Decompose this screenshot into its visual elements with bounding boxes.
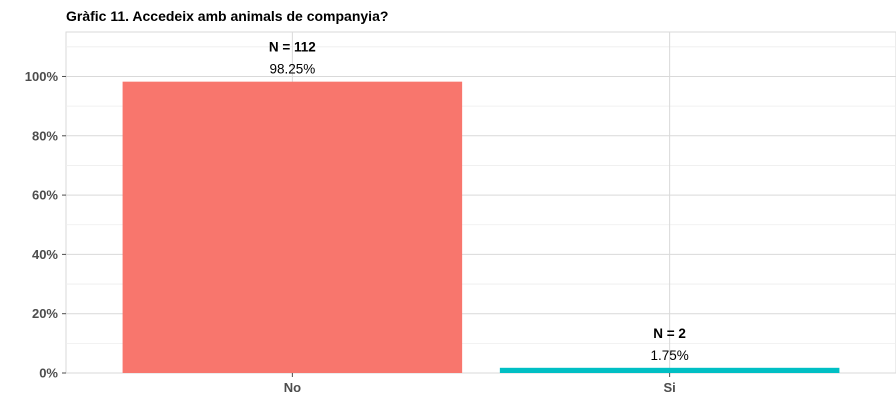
y-tick-label: 0% bbox=[39, 366, 58, 381]
percent-label: 98.25% bbox=[269, 62, 315, 77]
y-tick-label: 100% bbox=[25, 69, 59, 84]
percent-label: 1.75% bbox=[650, 348, 688, 363]
y-tick-label: 40% bbox=[32, 247, 58, 262]
count-label: N = 112 bbox=[269, 40, 316, 55]
y-tick-label: 80% bbox=[32, 128, 58, 143]
bar-no bbox=[122, 81, 463, 373]
data-labels: N = 112 98.25% N = 2 1.75% bbox=[269, 40, 689, 363]
bars bbox=[122, 81, 840, 373]
axes: 0% 20% 40% 60% 80% 100% No Si bbox=[25, 69, 676, 395]
x-tick-label: No bbox=[284, 380, 301, 395]
y-tick-label: 20% bbox=[32, 306, 58, 321]
count-label: N = 2 bbox=[653, 326, 686, 341]
bar-si bbox=[499, 367, 840, 373]
chart-title: Gràfic 11. Accedeix amb animals de compa… bbox=[66, 8, 388, 24]
y-tick-label: 60% bbox=[32, 188, 58, 203]
x-tick-label: Si bbox=[663, 380, 675, 395]
